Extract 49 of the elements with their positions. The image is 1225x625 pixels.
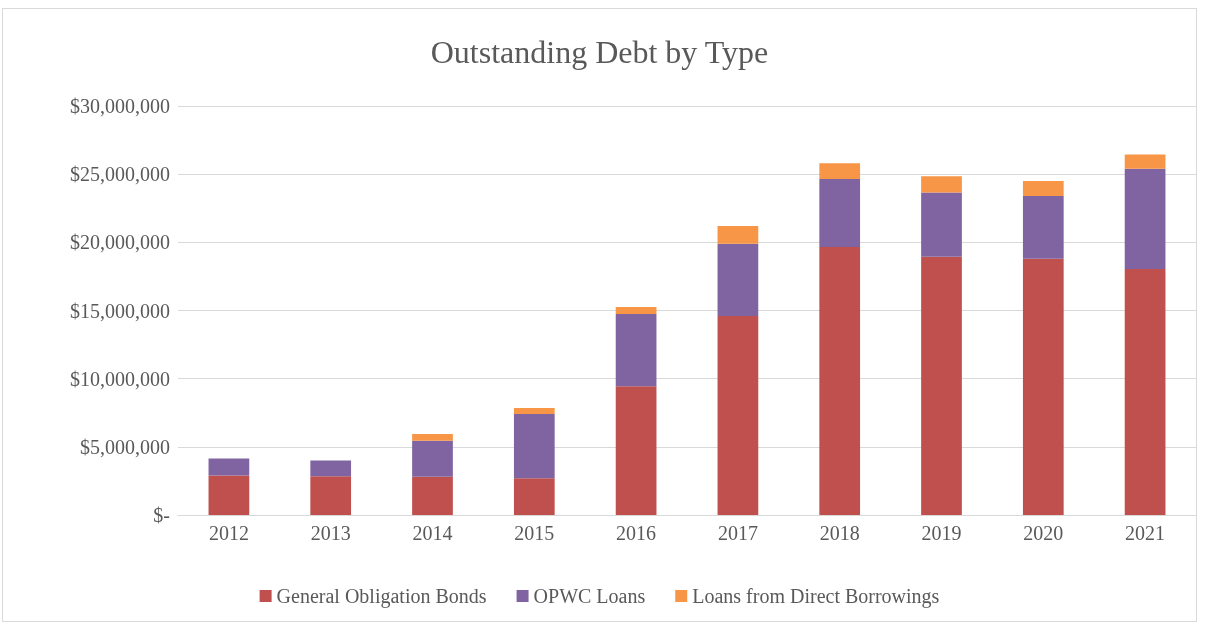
- x-tick-label: 2019: [921, 522, 962, 544]
- x-tick-label: 2012: [208, 522, 249, 544]
- bar: [310, 460, 352, 477]
- x-tick-label: 2014: [412, 522, 453, 544]
- bar: [1022, 180, 1064, 196]
- legend-label: General Obligation Bonds: [276, 585, 487, 608]
- x-tick-label: 2017: [717, 522, 758, 544]
- bar: [513, 478, 555, 515]
- y-tick-label: $5,000,000: [80, 435, 170, 458]
- y-tick-label: $25,000,000: [70, 163, 170, 186]
- x-tick-label: 2015: [514, 522, 555, 544]
- x-tick-label: 2016: [616, 522, 657, 544]
- bar: [412, 440, 453, 477]
- chart-title: Outstanding Debt by Type: [430, 34, 769, 70]
- bar: [717, 315, 759, 515]
- bar: [615, 313, 657, 387]
- bar: [819, 178, 861, 248]
- bar: [412, 476, 453, 515]
- y-tick-label: $30,000,000: [70, 95, 170, 117]
- legend-label: OPWC Loans: [533, 585, 646, 607]
- bar: [819, 247, 861, 515]
- bar: [1022, 195, 1064, 259]
- bar: [921, 176, 962, 193]
- x-tick-label: 2021: [1125, 522, 1166, 544]
- bar: [1124, 154, 1166, 169]
- bar: [921, 256, 962, 515]
- x-tick-label: 2018: [819, 522, 860, 544]
- bar: [208, 458, 250, 476]
- bar: [1124, 268, 1166, 515]
- bar: [615, 386, 657, 515]
- y-tick-label: $20,000,000: [70, 231, 170, 254]
- bar: [819, 163, 861, 179]
- bar: [717, 243, 759, 316]
- bar: [717, 225, 759, 244]
- y-tick-label: $15,000,000: [70, 299, 170, 322]
- y-tick-label: $-: [153, 504, 170, 526]
- bar: [310, 476, 352, 515]
- bar: [1022, 258, 1064, 515]
- bar: [921, 192, 962, 257]
- bar: [513, 407, 555, 415]
- bar: [1124, 168, 1166, 269]
- bar: [513, 414, 555, 479]
- x-tick-label: 2013: [310, 522, 351, 544]
- bar: [208, 475, 250, 515]
- x-tick-label: 2020: [1023, 522, 1064, 544]
- legend-label: Loans from Direct Borrowings: [692, 585, 940, 608]
- bar: [412, 433, 453, 441]
- y-tick-label: $10,000,000: [70, 367, 170, 390]
- bar: [615, 307, 657, 314]
